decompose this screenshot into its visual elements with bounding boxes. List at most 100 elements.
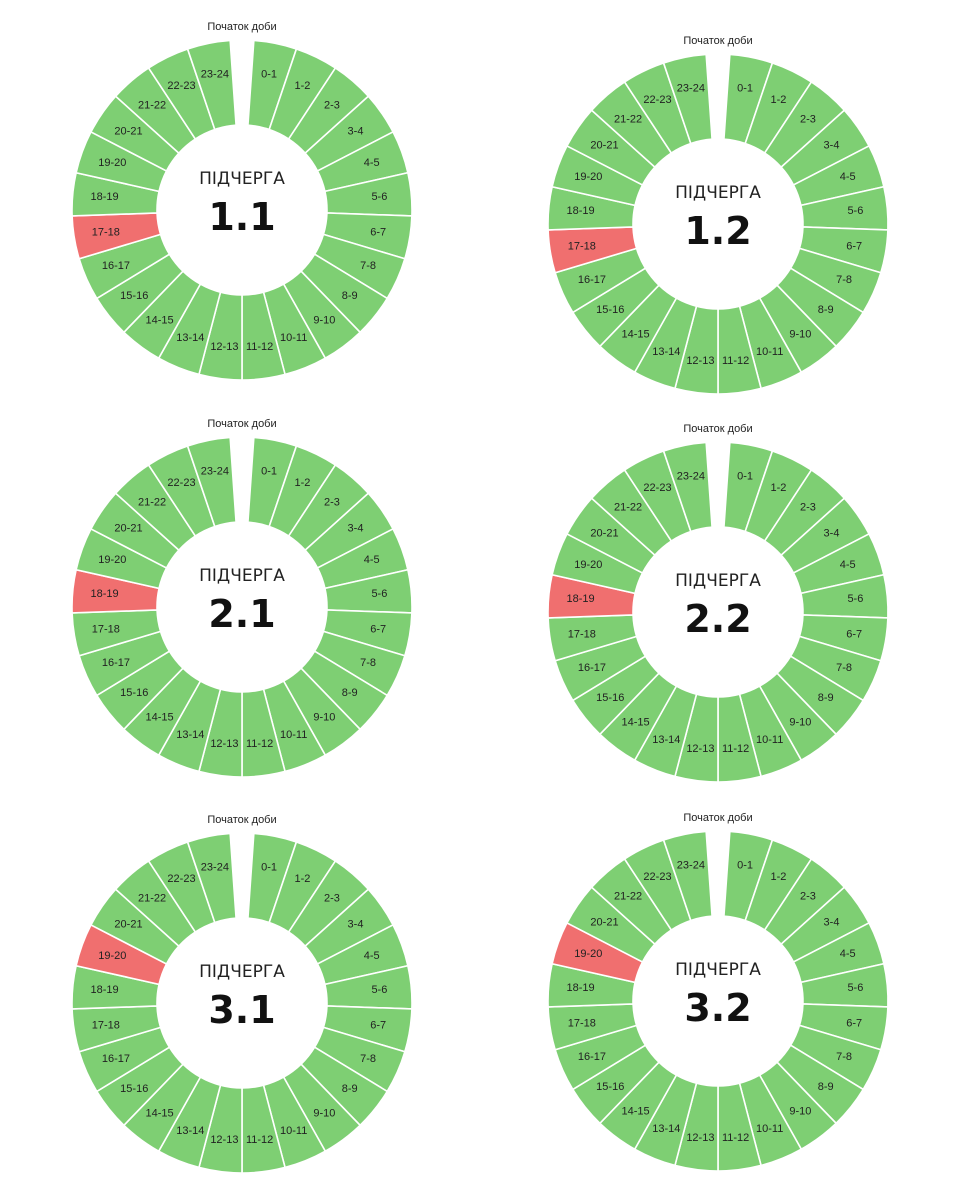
hour-label: 1-2 (295, 477, 311, 489)
hour-label: 19-20 (574, 559, 602, 571)
hour-label: 9-10 (789, 717, 811, 729)
hour-label: 2-3 (324, 99, 340, 111)
hour-label: 5-6 (847, 982, 863, 994)
hour-label: 5-6 (371, 984, 387, 996)
hour-label: 23-24 (201, 69, 229, 81)
hour-label: 11-12 (246, 1134, 273, 1146)
hour-segment (186, 832, 237, 924)
hour-label: 18-19 (91, 984, 119, 996)
hour-label: 13-14 (176, 729, 204, 741)
subqueue-caption: ПІДЧЕРГА (675, 960, 761, 980)
hour-label: 22-23 (643, 94, 671, 106)
schedule-wheel-3.2: 0-1 1-2 2-3 3-4 4-5 5-6 6-7 7-8 8-9 9-10 10-11 11-1… (547, 812, 889, 1172)
hour-label: 0-1 (261, 69, 277, 81)
hour-label: 17-18 (92, 226, 120, 238)
hour-label: 8-9 (342, 290, 358, 302)
hour-label: 13-14 (176, 332, 204, 344)
hour-label: 20-21 (114, 126, 142, 138)
hour-segment (662, 53, 713, 145)
hour-label: 21-22 (138, 99, 166, 111)
subqueue-number: 2.2 (684, 597, 751, 641)
hour-label: 5-6 (371, 191, 387, 203)
hour-label: 23-24 (677, 860, 705, 872)
subqueue-number: 3.2 (684, 986, 751, 1030)
hour-label: 20-21 (590, 140, 618, 152)
hour-label: 18-19 (91, 191, 119, 203)
hour-label: 8-9 (818, 1081, 834, 1093)
hour-label: 9-10 (789, 1106, 811, 1118)
hour-label: 10-11 (756, 734, 783, 746)
hour-label: 15-16 (596, 1081, 624, 1093)
hour-label: 19-20 (98, 157, 126, 169)
hour-label: 1-2 (771, 482, 787, 494)
hour-label: 8-9 (342, 1083, 358, 1095)
hour-label: 13-14 (176, 1125, 204, 1137)
hour-label: 12-13 (686, 743, 714, 755)
hour-label: 18-19 (567, 982, 595, 994)
hour-label: 14-15 (622, 329, 650, 341)
hour-label: 12-13 (210, 341, 238, 353)
hour-label: 10-11 (280, 1125, 307, 1137)
start-of-day-label: Початок доби (683, 812, 752, 824)
hour-segment (186, 436, 237, 528)
hour-label: 4-5 (364, 554, 380, 566)
hour-label: 4-5 (840, 171, 856, 183)
hour-label: 5-6 (371, 588, 387, 600)
hour-label: 12-13 (686, 355, 714, 367)
hour-label: 3-4 (348, 523, 364, 535)
schedule-wheel-3.1: 0-1 1-2 2-3 3-4 4-5 5-6 6-7 7-8 8-9 9-10 10-11 11-1… (71, 814, 413, 1174)
start-of-day-label: Початок доби (683, 35, 752, 47)
hour-label: 0-1 (261, 466, 277, 478)
subqueue-number: 1.1 (208, 195, 275, 239)
hour-label: 14-15 (622, 1106, 650, 1118)
hour-label: 14-15 (146, 712, 174, 724)
hour-label: 7-8 (360, 657, 376, 669)
hour-label: 9-10 (313, 315, 335, 327)
hour-label: 23-24 (677, 83, 705, 95)
start-of-day-label: Початок доби (207, 418, 276, 430)
hour-label: 15-16 (596, 304, 624, 316)
hour-label: 17-18 (92, 623, 120, 635)
hour-label: 1-2 (295, 80, 311, 92)
hour-label: 10-11 (280, 332, 307, 344)
hour-label: 13-14 (652, 346, 680, 358)
hour-label: 10-11 (756, 346, 783, 358)
hour-label: 16-17 (102, 657, 130, 669)
hour-label: 12-13 (210, 1134, 238, 1146)
start-of-day-label: Початок доби (207, 814, 276, 826)
hour-label: 14-15 (146, 1108, 174, 1120)
hour-label: 23-24 (201, 466, 229, 478)
hour-label: 6-7 (370, 226, 386, 238)
hour-label: 13-14 (652, 1123, 680, 1135)
hour-label: 11-12 (722, 743, 749, 755)
hour-label: 3-4 (824, 140, 840, 152)
schedule-wheel-1.1: 0-1 1-2 2-3 3-4 4-5 5-6 6-7 7-8 8-9 9-10 10-11 11-1… (71, 21, 413, 381)
hour-label: 15-16 (120, 290, 148, 302)
hour-label: 22-23 (643, 482, 671, 494)
hour-label: 9-10 (789, 329, 811, 341)
hour-label: 8-9 (818, 692, 834, 704)
hour-label: 16-17 (102, 1053, 130, 1065)
hour-label: 2-3 (324, 496, 340, 508)
hour-label: 21-22 (614, 501, 642, 513)
hour-label: 21-22 (138, 892, 166, 904)
hour-label: 1-2 (771, 871, 787, 883)
hour-segment (186, 39, 237, 131)
hour-label: 15-16 (120, 1083, 148, 1095)
hour-label: 5-6 (847, 205, 863, 217)
hour-label: 16-17 (578, 662, 606, 674)
hour-label: 18-19 (91, 588, 119, 600)
subqueue-number: 3.1 (208, 988, 275, 1032)
hour-label: 6-7 (846, 1017, 862, 1029)
hour-label: 19-20 (98, 554, 126, 566)
hour-label: 12-13 (210, 738, 238, 750)
start-of-day-label: Початок доби (683, 423, 752, 435)
hour-label: 6-7 (846, 240, 862, 252)
hour-label: 6-7 (370, 1019, 386, 1031)
hour-label: 7-8 (360, 1053, 376, 1065)
subqueue-caption: ПІДЧЕРГА (199, 566, 285, 586)
hour-label: 11-12 (722, 355, 749, 367)
hour-label: 19-20 (574, 171, 602, 183)
hour-label: 10-11 (280, 729, 307, 741)
hour-label: 20-21 (590, 917, 618, 929)
